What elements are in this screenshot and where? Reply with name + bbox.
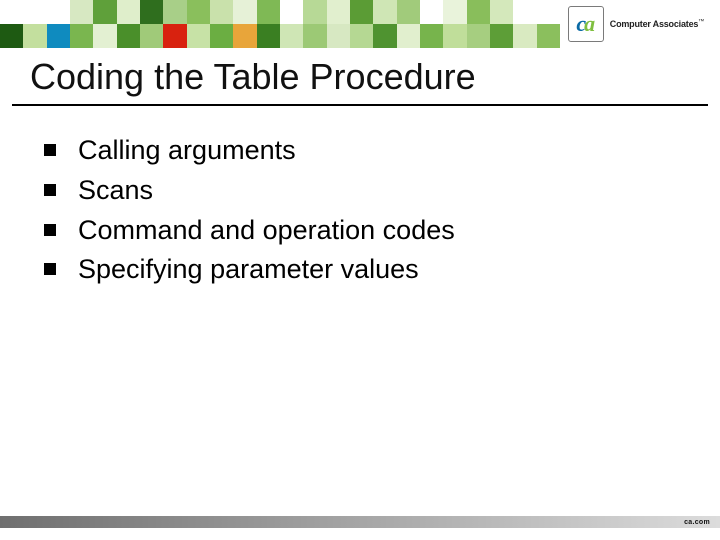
footer-gradient-bar — [0, 516, 720, 528]
mosaic-cell — [443, 24, 466, 48]
brand-logo-area: c a Computer Associates™ — [568, 6, 704, 42]
mosaic-cell — [327, 0, 350, 24]
mosaic-cell — [280, 0, 303, 24]
ca-logo-letter-a: a — [584, 13, 595, 35]
list-item: Specifying parameter values — [44, 253, 680, 287]
square-bullet-icon — [44, 144, 56, 156]
mosaic-cell — [70, 0, 93, 24]
mosaic-cell — [210, 24, 233, 48]
mosaic-cell — [513, 24, 536, 48]
mosaic-cell — [257, 0, 280, 24]
brand-company-name: Computer Associates — [610, 19, 698, 29]
mosaic-cell — [47, 0, 70, 24]
square-bullet-icon — [44, 263, 56, 275]
mosaic-cell — [327, 24, 350, 48]
square-bullet-icon — [44, 224, 56, 236]
mosaic-cell — [233, 0, 256, 24]
slide: c a Computer Associates™ Coding the Tabl… — [0, 0, 720, 540]
list-item: Calling arguments — [44, 134, 680, 168]
mosaic-cell — [350, 0, 373, 24]
mosaic-cell — [47, 24, 70, 48]
mosaic-cell — [163, 0, 186, 24]
mosaic-cell — [397, 24, 420, 48]
bullet-text: Scans — [78, 174, 153, 208]
ca-logo-icon: c a — [568, 6, 604, 42]
mosaic-cell — [163, 24, 186, 48]
mosaic-cell — [140, 0, 163, 24]
mosaic-cell — [443, 0, 466, 24]
bullet-text: Specifying parameter values — [78, 253, 419, 287]
bullet-list: Calling arguments Scans Command and oper… — [44, 134, 680, 293]
mosaic-cell — [140, 24, 163, 48]
mosaic-cell — [373, 24, 396, 48]
mosaic-cell — [490, 0, 513, 24]
mosaic-cell — [373, 0, 396, 24]
mosaic-cell — [23, 24, 46, 48]
mosaic-cell — [233, 24, 256, 48]
mosaic-cell — [490, 24, 513, 48]
mosaic-cell — [467, 24, 490, 48]
mosaic-cell — [257, 24, 280, 48]
bullet-text: Calling arguments — [78, 134, 296, 168]
mosaic-cell — [70, 24, 93, 48]
mosaic-cell — [210, 0, 233, 24]
bullet-text: Command and operation codes — [78, 214, 455, 248]
mosaic-cell — [303, 0, 326, 24]
mosaic-cell — [350, 24, 373, 48]
mosaic-cell — [537, 24, 560, 48]
page-title: Coding the Table Procedure — [30, 56, 476, 98]
mosaic-cell — [93, 24, 116, 48]
mosaic-cell — [0, 24, 23, 48]
title-underline — [12, 104, 708, 106]
mosaic-cell — [420, 0, 443, 24]
mosaic-cell — [117, 0, 140, 24]
mosaic-cell — [537, 0, 560, 24]
mosaic-cell — [117, 24, 140, 48]
header-mosaic — [0, 0, 560, 48]
mosaic-cell — [420, 24, 443, 48]
mosaic-cell — [93, 0, 116, 24]
mosaic-cell — [0, 0, 23, 24]
mosaic-cell — [187, 24, 210, 48]
square-bullet-icon — [44, 184, 56, 196]
footer-url: ca.com — [684, 519, 710, 526]
mosaic-cell — [397, 0, 420, 24]
mosaic-cell — [187, 0, 210, 24]
mosaic-cell — [513, 0, 536, 24]
mosaic-cell — [23, 0, 46, 24]
list-item: Scans — [44, 174, 680, 208]
mosaic-cell — [280, 24, 303, 48]
mosaic-cell — [467, 0, 490, 24]
mosaic-cell — [303, 24, 326, 48]
brand-company-text: Computer Associates™ — [610, 19, 704, 29]
list-item: Command and operation codes — [44, 214, 680, 248]
brand-tm: ™ — [698, 19, 704, 25]
